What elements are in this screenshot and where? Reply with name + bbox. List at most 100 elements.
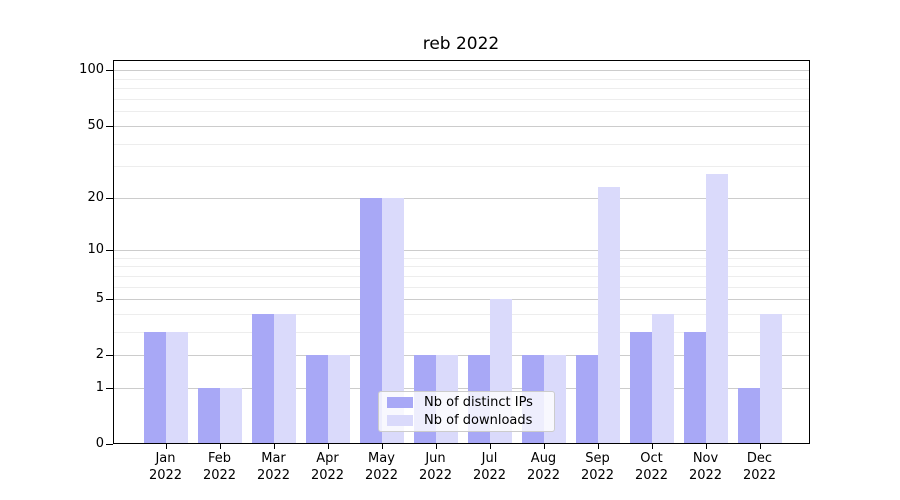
gridline-minor: [112, 313, 810, 315]
bar-nb-of-downloads-jan: [165, 332, 188, 445]
bar-nb-of-downloads-feb: [219, 388, 242, 445]
legend-label: Nb of downloads: [424, 413, 533, 428]
y-tick-mark: [106, 388, 113, 390]
bar-nb-of-distinct-ips-dec: [737, 388, 760, 445]
y-tick-label: 10: [87, 242, 104, 258]
x-tick-label-line: May: [368, 451, 395, 466]
x-tick-mark: [543, 444, 545, 450]
chart-title: reb 2022: [422, 34, 500, 54]
x-tick-label-line: 2022: [472, 468, 507, 483]
x-tick-mark: [327, 444, 329, 450]
gridline-minor: [112, 266, 810, 268]
x-tick-label-line: Dec: [746, 451, 773, 466]
x-tick-mark: [273, 444, 275, 450]
x-tick-label-line: 2022: [526, 468, 561, 483]
bar-nb-of-downloads-may: [381, 197, 404, 445]
x-tick-label-line: 2022: [742, 468, 777, 483]
y-tick-label: 20: [87, 189, 104, 205]
legend-row: Nb of downloads: [387, 413, 546, 428]
x-tick-label-line: 2022: [310, 468, 345, 483]
x-tick-mark: [597, 444, 599, 450]
gridline-minor: [112, 143, 810, 145]
gridline-minor: [112, 99, 810, 101]
legend-label: Nb of distinct IPs: [424, 395, 533, 410]
bar-nb-of-distinct-ips-apr: [305, 355, 328, 445]
x-tick-label-line: Jun: [425, 451, 446, 466]
bar-nb-of-downloads-sep: [597, 186, 620, 445]
x-tick-label: Feb 2022: [193, 450, 247, 484]
y-tick-mark: [106, 299, 113, 301]
bar-nb-of-downloads-nov: [705, 174, 728, 445]
bar-nb-of-distinct-ips-jan: [143, 332, 166, 445]
gridline-major: [112, 355, 810, 357]
gridline-minor: [112, 78, 810, 80]
x-tick-label-line: 2022: [364, 468, 399, 483]
legend-row: Nb of distinct IPs: [387, 395, 546, 410]
bar-nb-of-downloads-oct: [651, 313, 674, 445]
bar-nb-of-distinct-ips-nov: [683, 332, 706, 445]
x-tick-label: May 2022: [355, 450, 409, 484]
y-tick-label: 5: [95, 291, 104, 307]
x-tick-label: Mar 2022: [247, 450, 301, 484]
y-tick-mark: [106, 197, 113, 199]
bar-nb-of-distinct-ips-feb: [197, 388, 220, 445]
gridline-minor: [112, 111, 810, 113]
legend: Nb of distinct IPs Nb of downloads: [378, 391, 555, 432]
y-tick-label: 1: [95, 380, 104, 396]
x-tick-label: Dec 2022: [733, 450, 787, 484]
x-tick-label-line: Oct: [640, 451, 663, 466]
y-tick-mark: [106, 355, 113, 357]
x-tick-label-line: 2022: [256, 468, 291, 483]
bar-nb-of-distinct-ips-oct: [629, 332, 652, 445]
x-tick-label-line: 2022: [202, 468, 237, 483]
bar-nb-of-distinct-ips-mar: [251, 313, 274, 445]
gridline-minor: [112, 275, 810, 277]
x-tick-label-line: Jan: [155, 451, 176, 466]
x-tick-label-line: Feb: [207, 451, 232, 466]
x-tick-mark: [651, 444, 653, 450]
bar-nb-of-downloads-dec: [759, 313, 782, 445]
x-tick-label: Jan 2022: [139, 450, 193, 484]
gridline-major: [112, 125, 810, 127]
y-tick-label: 50: [87, 117, 104, 133]
y-tick-mark: [106, 444, 113, 446]
x-tick-mark: [381, 444, 383, 450]
x-tick-label: Apr 2022: [301, 450, 355, 484]
y-tick-label: 100: [79, 62, 104, 78]
x-tick-label-line: Mar: [261, 451, 286, 466]
gridline-minor: [112, 166, 810, 168]
x-tick-label-line: 2022: [634, 468, 669, 483]
x-tick-mark: [219, 444, 221, 450]
x-tick-label-line: 2022: [418, 468, 453, 483]
x-tick-label: Aug 2022: [517, 450, 571, 484]
x-tick-label: Nov 2022: [679, 450, 733, 484]
y-tick-mark: [106, 250, 113, 252]
y-tick-label: 0: [95, 436, 104, 452]
x-tick-mark: [435, 444, 437, 450]
bar-nb-of-distinct-ips-sep: [575, 355, 598, 445]
x-tick-label-line: Aug: [530, 451, 557, 466]
bar-nb-of-distinct-ips-may: [359, 197, 382, 445]
gridline-major: [112, 197, 810, 199]
gridline-minor: [112, 257, 810, 259]
y-tick-label: 2: [95, 347, 104, 363]
x-tick-label-line: 2022: [148, 468, 183, 483]
x-tick-label-line: Jul: [481, 451, 498, 466]
x-tick-label: Oct 2022: [625, 450, 679, 484]
gridline-minor: [112, 88, 810, 90]
x-tick-label-line: Sep: [585, 451, 610, 466]
y-tick-mark: [106, 70, 113, 72]
x-tick-mark: [705, 444, 707, 450]
x-tick-label-line: 2022: [580, 468, 615, 483]
gridline-major: [112, 299, 810, 301]
gridline-major: [112, 388, 810, 390]
gridline-major: [112, 250, 810, 252]
gridline-minor: [112, 332, 810, 333]
x-tick-label-line: 2022: [688, 468, 723, 483]
bar-nb-of-downloads-apr: [327, 355, 350, 445]
x-tick-label-line: Nov: [692, 451, 719, 466]
gridline-minor: [112, 286, 810, 288]
x-tick-mark: [165, 444, 167, 450]
x-tick-label: Sep 2022: [571, 450, 625, 484]
